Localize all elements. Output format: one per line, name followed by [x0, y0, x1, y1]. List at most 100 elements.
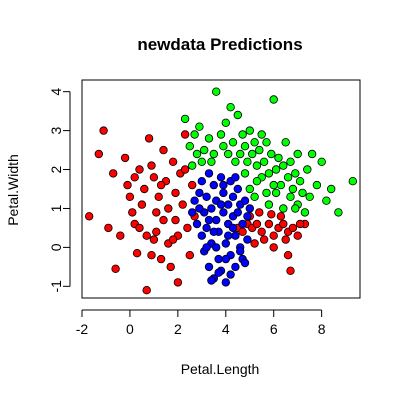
data-point [130, 173, 139, 182]
data-point [192, 149, 202, 159]
data-point [295, 176, 305, 186]
data-point [291, 204, 300, 213]
data-point [271, 165, 281, 174]
data-point [293, 149, 302, 159]
y-tick-label: 3 [48, 127, 64, 135]
data-point [207, 276, 216, 285]
data-point [204, 262, 214, 272]
data-point [211, 215, 221, 225]
data-point [279, 204, 288, 213]
data-point [147, 250, 156, 260]
data-point [238, 130, 247, 139]
data-point [140, 184, 149, 194]
data-point [149, 235, 159, 244]
data-point [116, 231, 125, 240]
data-point [243, 212, 252, 221]
data-point [240, 196, 250, 205]
data-point [187, 180, 197, 190]
data-point [190, 130, 199, 139]
data-point [166, 262, 175, 272]
data-point [202, 243, 211, 252]
data-point [286, 192, 295, 201]
data-point [221, 254, 230, 264]
data-point [219, 180, 228, 190]
data-point [209, 180, 218, 190]
data-point [307, 149, 317, 159]
data-point [281, 138, 290, 147]
data-point [327, 184, 336, 194]
data-point [168, 235, 178, 244]
data-point [156, 180, 166, 190]
data-point [214, 268, 223, 277]
data-point [228, 192, 238, 201]
data-point [195, 188, 204, 198]
data-point [245, 126, 254, 135]
data-point [204, 134, 214, 143]
data-point [228, 223, 238, 233]
x-tick-label: 2 [174, 321, 182, 337]
data-point [190, 196, 199, 205]
data-point [226, 102, 235, 112]
data-point [94, 149, 103, 159]
data-point [233, 110, 242, 120]
data-point [269, 180, 278, 190]
data-point [159, 145, 168, 155]
data-point [204, 169, 214, 178]
y-tick-label: -1 [48, 280, 64, 293]
data-point [250, 239, 259, 248]
data-point [171, 188, 180, 198]
data-point [180, 130, 190, 139]
data-point [245, 204, 254, 213]
data-point [252, 219, 262, 229]
y-tick-label: 1 [48, 204, 64, 212]
data-point [187, 208, 197, 217]
data-point [223, 200, 233, 209]
data-point [228, 138, 238, 147]
data-point [156, 254, 166, 264]
data-point [108, 169, 118, 178]
data-point [269, 95, 278, 104]
data-point [187, 161, 197, 170]
data-point [207, 204, 216, 213]
data-point [168, 157, 178, 166]
data-point [240, 169, 250, 178]
data-point [264, 169, 274, 178]
data-point [288, 223, 298, 233]
data-point [322, 196, 331, 205]
plot-frame [81, 79, 361, 299]
data-point [219, 208, 228, 217]
x-axis-label: Petal.Length [181, 361, 260, 377]
data-point [173, 278, 183, 287]
data-point [219, 141, 228, 151]
data-point [207, 157, 216, 166]
data-point [199, 145, 209, 155]
points-layer [84, 87, 357, 295]
data-point [291, 169, 300, 178]
data-point [195, 122, 204, 131]
data-point [250, 192, 259, 201]
x-tick-label: 8 [318, 321, 326, 337]
data-point [152, 208, 161, 217]
data-point [276, 212, 286, 221]
data-point [317, 157, 326, 166]
data-point [147, 161, 156, 170]
data-point [348, 176, 357, 186]
data-point [238, 227, 247, 236]
data-point [132, 248, 142, 258]
data-point [267, 149, 276, 159]
data-point [226, 270, 235, 279]
data-point [104, 223, 113, 233]
data-point [243, 235, 252, 244]
data-point [204, 215, 214, 225]
data-point [257, 227, 266, 236]
data-point [197, 231, 206, 240]
data-point [195, 204, 204, 213]
data-point [135, 165, 144, 174]
data-point [233, 208, 242, 217]
data-point [219, 188, 228, 198]
data-point [243, 157, 252, 166]
x-axis: -2 0 2 4 6 8 [76, 309, 326, 337]
data-point [223, 149, 233, 159]
data-point [240, 258, 250, 268]
x-tick-label: 4 [222, 321, 230, 337]
